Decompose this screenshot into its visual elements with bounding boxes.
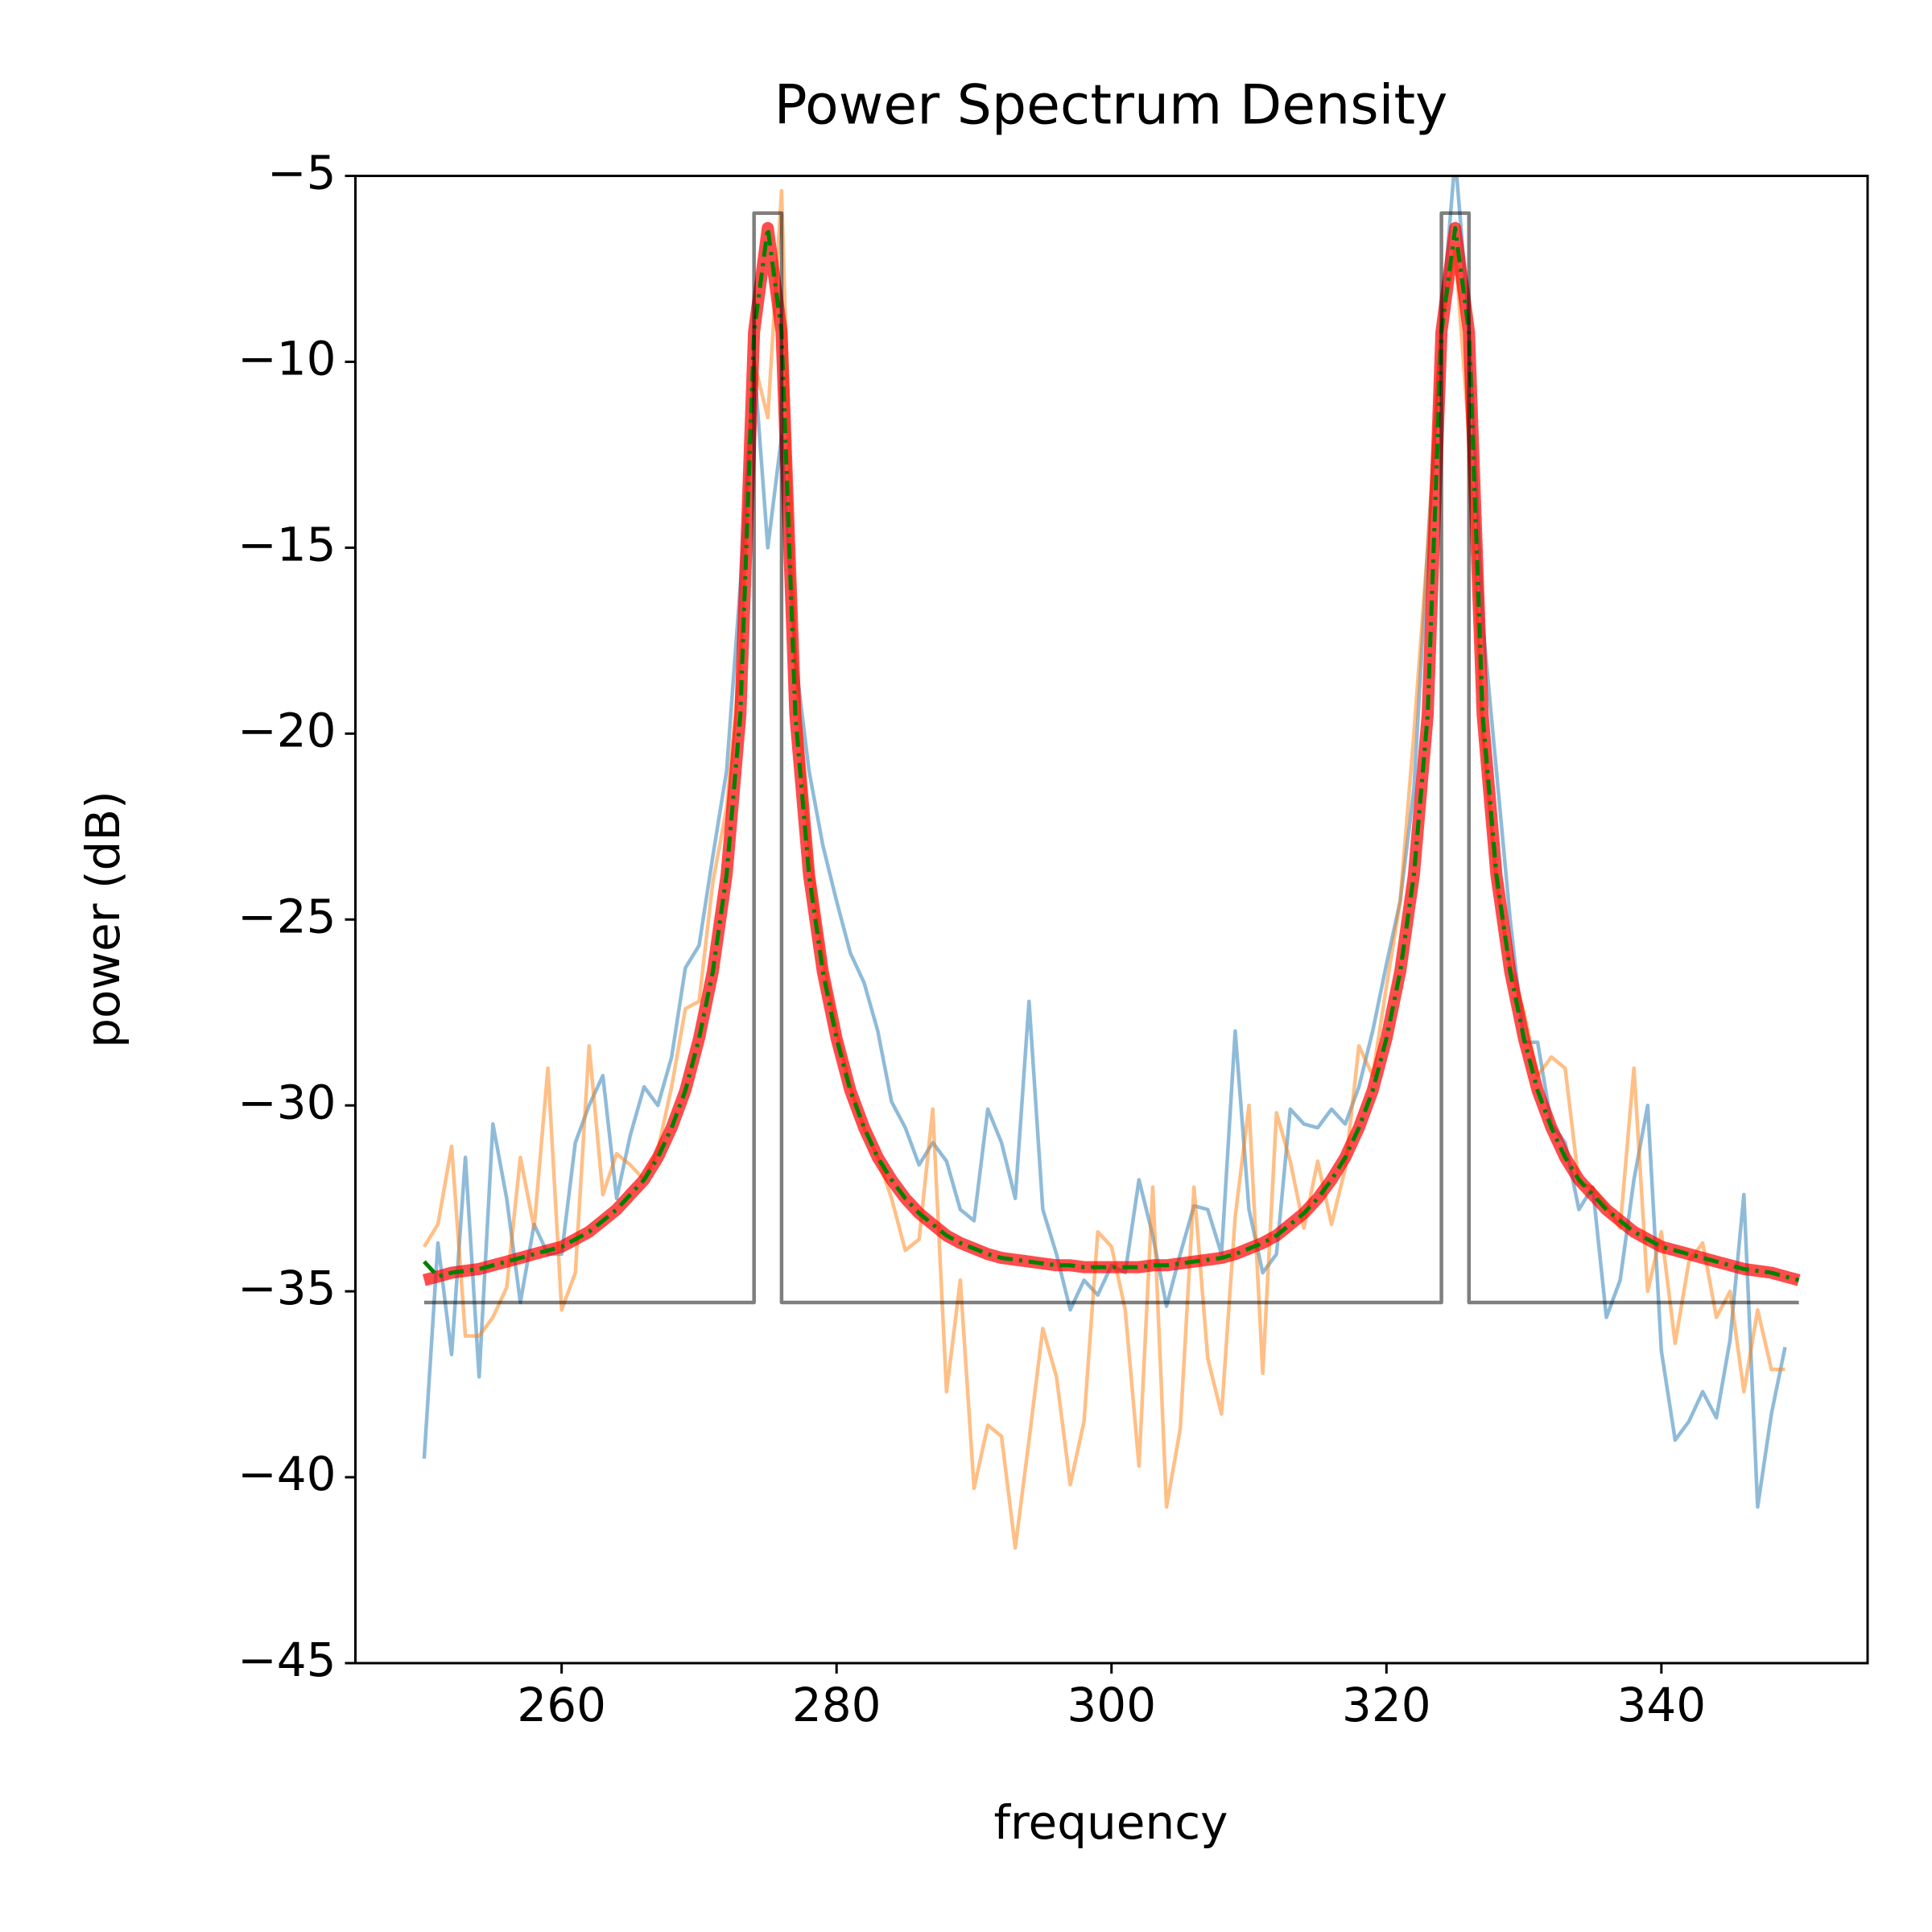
y-tick-label: −5 — [267, 146, 336, 200]
y-tick-label: −25 — [237, 889, 336, 943]
chart-title: Power Spectrum Density — [774, 74, 1448, 138]
y-tick-label: −35 — [237, 1261, 336, 1315]
x-axis-label: frequency — [994, 1795, 1228, 1850]
series-line — [422, 221, 1801, 1286]
y-tick-label: −40 — [237, 1447, 336, 1501]
x-tick-label: 340 — [1616, 1678, 1706, 1732]
x-tick-label: 320 — [1342, 1678, 1431, 1732]
y-tick-label: −20 — [237, 703, 336, 758]
y-tick-label: −15 — [237, 517, 336, 572]
y-tick-label: −30 — [237, 1075, 336, 1129]
y-tick-label: −10 — [237, 332, 336, 386]
y-tick-label: −45 — [237, 1633, 336, 1687]
y-axis-label: power (dB) — [76, 791, 130, 1048]
x-tick-label: 280 — [792, 1678, 881, 1732]
series-line — [423, 211, 1799, 1305]
x-tick-label: 260 — [517, 1678, 606, 1732]
x-tick-label: 300 — [1067, 1678, 1156, 1732]
plot-area — [422, 175, 1801, 1550]
